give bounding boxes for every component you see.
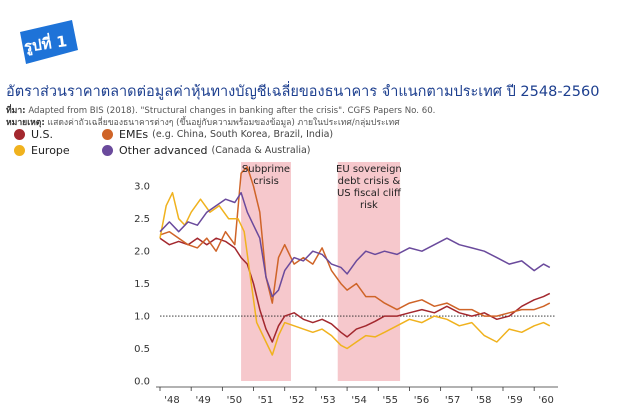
legend-item-us: U.S.	[14, 128, 53, 141]
x-tick-label: '52	[289, 395, 304, 406]
note-text: แสดงค่าถัวเฉลี่ยของธนาคารต่างๆ (ขึ้นอยู่…	[47, 118, 400, 128]
source-label: ที่มา:	[6, 106, 26, 116]
y-tick-label: 0.0	[134, 377, 150, 388]
series-line-2	[159, 191, 551, 356]
x-tick-label: '55	[383, 395, 398, 406]
legend-sublabel-emes: (e.g. China, South Korea, Brazil, India)	[152, 129, 334, 140]
y-tick-label: 2.5	[134, 214, 150, 225]
shaded-period-label-1-2: US fiscal cliff	[337, 188, 402, 199]
legend-label-us: U.S.	[31, 128, 54, 141]
x-tick-label: '51	[258, 395, 273, 406]
chart-title: อัตราส่วนราคาตลาดต่อมูลค่าหุ้นทางบัญชีเฉ…	[6, 84, 600, 100]
y-tick-label: 1.0	[134, 312, 150, 323]
note-line: หมายเหตุ: แสดงค่าถัวเฉลี่ยของธนาคารต่างๆ…	[6, 115, 400, 129]
source-line: ที่มา: Adapted from BIS (2018). "Structu…	[6, 103, 435, 117]
x-tick-label: '54	[351, 395, 366, 406]
shaded-period-label-0-1: crisis	[253, 176, 279, 187]
figure-badge: รูปที่ 1	[14, 20, 80, 68]
x-tick-label: '50	[227, 395, 242, 406]
y-tick-label: 1.5	[134, 279, 150, 290]
y-tick-label: 2.0	[134, 247, 150, 258]
source-text: Adapted from BIS (2018). "Structural cha…	[28, 106, 436, 116]
legend-dot-emes	[102, 129, 113, 140]
x-tick-label: '57	[445, 395, 460, 406]
legend-item-other-advanced: Other advanced (Canada & Australia)	[102, 144, 311, 157]
legend-dot-europe	[14, 145, 25, 156]
legend-label-other-advanced: Other advanced	[119, 144, 208, 157]
series-line-0	[159, 237, 551, 343]
note-label: หมายเหตุ:	[6, 118, 45, 128]
y-tick-label: 3.0	[134, 182, 150, 193]
shaded-period-label-1-1: debt crisis &	[338, 176, 401, 187]
x-tick-label: '48	[164, 395, 179, 406]
legend-item-emes: EMEs (e.g. China, South Korea, Brazil, I…	[102, 128, 333, 141]
legend-dot-us	[14, 129, 25, 140]
shaded-period-label-1-0: EU sovereign	[336, 164, 402, 175]
shaded-period-label-1-3: risk	[360, 200, 378, 211]
legend-label-emes: EMEs	[119, 128, 149, 141]
legend-sublabel-other-advanced: (Canada & Australia)	[211, 145, 311, 156]
x-tick-label: '56	[414, 395, 429, 406]
x-tick-label: '58	[476, 395, 491, 406]
x-tick-label: '60	[538, 395, 553, 406]
x-tick-label: '49	[195, 395, 210, 406]
series-line-3	[159, 191, 551, 298]
y-tick-label: 0.5	[134, 344, 150, 355]
legend-item-europe: Europe	[14, 144, 70, 157]
x-tick-label: '59	[507, 395, 522, 406]
legend-label-europe: Europe	[31, 144, 70, 157]
legend-dot-other-advanced	[102, 145, 113, 156]
x-tick-label: '53	[320, 395, 335, 406]
shaded-period-label-0-0: Subprime	[242, 164, 290, 175]
